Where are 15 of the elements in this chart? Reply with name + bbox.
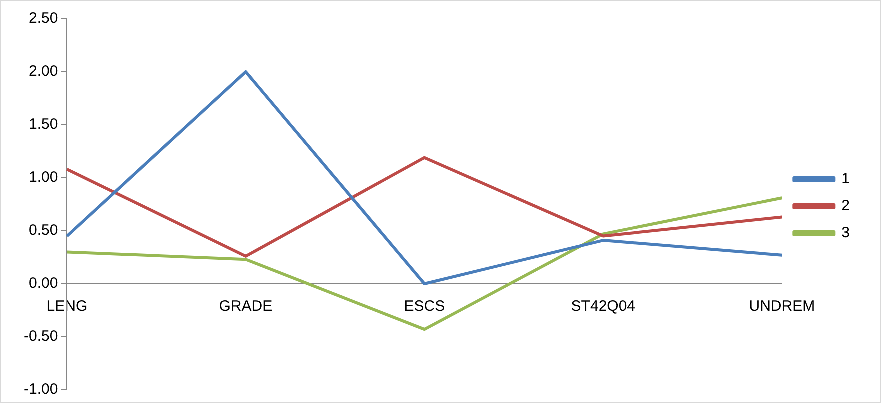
legend-label: 3 — [842, 224, 850, 242]
y-tick-label: 1.50 — [28, 116, 58, 134]
y-tick-label: 2.00 — [28, 63, 58, 80]
y-tick-label: 0.50 — [28, 222, 58, 240]
legend-label: 1 — [842, 170, 850, 188]
x-tick-label: ESCS — [404, 298, 446, 316]
x-tick-label: GRADE — [219, 298, 273, 316]
x-tick-label: UNDREM — [749, 298, 816, 316]
y-tick-label: 2.50 — [28, 10, 58, 28]
y-tick-label: 0.00 — [28, 275, 58, 292]
y-tick-label: -1.00 — [24, 381, 58, 398]
y-tick-label: -0.50 — [24, 328, 58, 346]
y-tick-label: 1.00 — [28, 169, 58, 186]
legend-label: 2 — [842, 198, 850, 215]
x-tick-label: ST42Q04 — [571, 298, 636, 316]
